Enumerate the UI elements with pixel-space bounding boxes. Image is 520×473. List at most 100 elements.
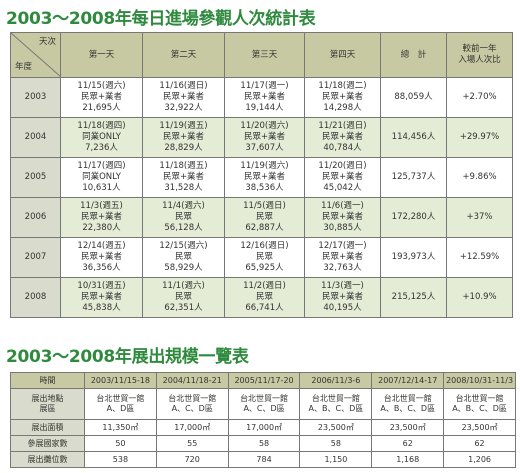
row-header: 展出攤位數 [10,451,85,468]
column-header: 較前一年 入場人次比 [446,32,513,78]
ratio-cell: +9.86% [446,157,513,198]
day-cell: 11/16(週日) 民眾+業者 32,922人 [142,77,225,118]
ratio-cell: +37% [446,197,513,238]
ratio-cell: +29.97% [446,117,513,158]
day-cell: 12/15(週六) 民眾 58,929人 [142,237,225,278]
data-row: 2004 11/18(週四) 同業ONLY 7,236人 11/19(週五) 民眾+… [10,117,513,158]
data-row: 2005 11/17(週四) 同業ONLY 10,631人 11/18(週五) 民眾… [10,157,513,198]
data-row: 時間 2003/11/15-18 2004/11/18-21 2005/11/17-2… [10,372,516,389]
table-title: 2003～2008年每日進場參觀人次統計表 [6,9,316,29]
cell: 784 [227,451,301,468]
day-cell: 11/21(週日) 民眾+業者 40,784人 [304,117,381,158]
column-header: 第二天 [142,32,225,78]
cell: 62 [371,435,445,452]
day-cell: 11/17(週一) 民眾+業者 19,144人 [224,77,305,118]
day-cell: 11/19(週五) 民眾+業者 28,829人 [142,117,225,158]
scale-table: 時間 2003/11/15-18 2004/11/18-21 2005/11/17-2… [10,372,516,468]
year-cell: 2006 [10,197,61,238]
total-cell: 125,737人 [380,157,447,198]
cell: 2006/11/3-6 [299,372,373,389]
cell: 17,000㎡ [227,419,301,436]
cell: 2005/11/17-20 [227,372,301,389]
cell: 538 [84,451,157,468]
data-row: 展出攤位數 538 720 784 1,150 1,168 1,206 [10,451,516,468]
total-cell: 114,456人 [380,117,447,158]
day-cell: 11/4(週六) 民眾 56,128人 [142,197,225,238]
visits-table: 天次 年度 第一天 第二天 第三天 第四天總 計較前一年 入場人次比 2003 11/15(週… [10,32,513,318]
day-cell: 11/19(週六) 民眾+業者 38,536人 [224,157,305,198]
cell: 台北世貿一館 A、C、D區 [155,388,229,420]
data-row: 2003 11/15(週六) 民眾+業者 21,695人 11/16(週日) 民眾+… [10,77,513,118]
ratio-cell: +12.59% [446,237,513,278]
cell: 台北世貿一館 A、B、C、D區 [443,388,516,420]
cell: 1,168 [371,451,445,468]
corner-label: 年度 [15,62,33,72]
data-row: 2008 10/31(週五) 民眾+業者 45,838人 11/1(週六) 民眾 6… [10,277,513,318]
day-cell: 11/18(週二) 民眾+業者 14,298人 [304,77,381,118]
day-cell: 12/14(週五) 民眾+業者 36,356人 [60,237,143,278]
cell: 2007/12/14-17 [371,372,445,389]
cell: 58 [299,435,373,452]
table-title: 2003～2008年展出規模一覽表 [6,347,249,367]
day-cell: 11/17(週四) 同業ONLY 10,631人 [60,157,143,198]
year-cell: 2008 [10,277,61,318]
cell: 2008/10/31-11/3 [443,372,516,389]
cell: 23,500㎡ [299,419,373,436]
data-row: 展出地點 展區 台北世貿一館 A、D區 台北世貿一館 A、C、D區 台北世貿一館 A、… [10,388,516,420]
day-cell: 11/18(週四) 同業ONLY 7,236人 [60,117,143,158]
day-cell: 11/20(週日) 民眾+業者 45,042人 [304,157,381,198]
row-header: 展出地點 展區 [10,388,85,420]
day-cell: 10/31(週五) 民眾+業者 45,838人 [60,277,143,318]
cell: 1,150 [299,451,373,468]
cell: 55 [155,435,229,452]
day-cell: 11/3(週五) 民眾+業者 22,380人 [60,197,143,238]
cell: 台北世貿一館 A、C、D區 [227,388,301,420]
header-row: 天次 年度 第一天 第二天 第三天 第四天總 計較前一年 入場人次比 [10,32,513,78]
year-cell: 2003 [10,77,61,118]
diagonal [11,33,61,77]
total-cell: 215,125人 [380,277,447,318]
cell: 2004/11/18-21 [155,372,229,389]
cell: 23,500㎡ [371,419,445,436]
column-header: 總 計 [380,32,447,78]
cell: 2003/11/15-18 [84,372,157,389]
corner-cell: 天次年度 [10,32,61,78]
ratio-cell: +10.9% [446,277,513,318]
total-cell: 88,059人 [380,77,447,118]
row-header: 展出面積 [10,419,85,436]
day-cell: 11/20(週六) 民眾+業者 37,607人 [224,117,305,158]
cell: 台北世貿一館 A、B、C、D區 [299,388,373,420]
cell: 58 [227,435,301,452]
cell: 11,350㎡ [84,419,157,436]
day-cell: 12/16(週日) 民眾 65,925人 [224,237,305,278]
cell: 23,500㎡ [443,419,516,436]
total-cell: 193,973人 [380,237,447,278]
day-cell: 11/3(週一) 民眾+業者 40,195人 [304,277,381,318]
cell: 50 [84,435,157,452]
row-header: 參展國家數 [10,435,85,452]
data-row: 展出面積 11,350㎡ 17,000㎡ 17,000㎡ 23,500㎡ 23,500㎡ 2… [10,419,516,436]
corner: 天次年度 [11,33,61,77]
day-cell: 11/15(週六) 民眾+業者 21,695人 [60,77,143,118]
data-row: 2007 12/14(週五) 民眾+業者 36,356人 12/15(週六) 民眾 … [10,237,513,278]
ratio-cell: +2.70% [446,77,513,118]
column-header: 第三天 [224,32,305,78]
day-cell: 12/17(週一) 民眾+業者 32,763人 [304,237,381,278]
year-cell: 2007 [10,237,61,278]
total-cell: 172,280人 [380,197,447,238]
column-header: 第四天 [304,32,381,78]
row-header: 時間 [10,372,85,389]
cell: 720 [155,451,229,468]
corner-label: 天次 [38,37,56,47]
cell: 62 [443,435,516,452]
year-cell: 2004 [10,117,61,158]
day-cell: 11/5(週日) 民眾 62,887人 [224,197,305,238]
day-cell: 11/6(週一) 民眾+業者 30,885人 [304,197,381,238]
cell: 台北世貿一館 A、B、C、D區 [371,388,445,420]
day-cell: 11/1(週六) 民眾 62,351人 [142,277,225,318]
day-cell: 11/18(週五) 民眾+業者 31,528人 [142,157,225,198]
cell: 1,206 [443,451,516,468]
column-header: 第一天 [60,32,143,78]
cell: 台北世貿一館 A、D區 [84,388,157,420]
